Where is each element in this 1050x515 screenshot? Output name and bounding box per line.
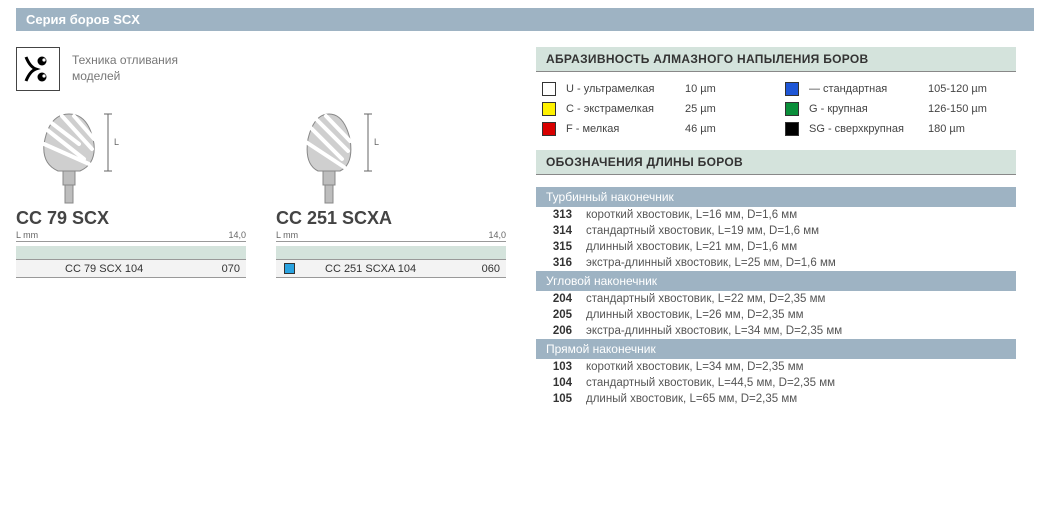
bur-illustration: L xyxy=(34,109,164,204)
product-code: CC 79 SCX 104 xyxy=(65,263,196,275)
lmm-label: L mm xyxy=(276,230,298,240)
lmm-value: 14,0 xyxy=(228,230,246,240)
abr-label: F - мелкая xyxy=(566,123,675,135)
abr-label: — стандартная xyxy=(809,83,918,95)
left-column: Техника отливания моделей L CC 79 SCX xyxy=(16,47,506,407)
length-row: 316 экстра-длинный хвостовик, L=25 мм, D=… xyxy=(536,255,1016,271)
abr-label: G - крупная xyxy=(809,103,918,115)
length-code: 316 xyxy=(542,257,572,269)
color-swatch xyxy=(542,122,556,136)
abrasiveness-item: — стандартная 105-120 µm xyxy=(785,82,1010,96)
length-desc: экстра-длинный хвостовик, L=25 мм, D=1,6… xyxy=(586,257,836,269)
lmm-label: L mm xyxy=(16,230,38,240)
color-swatch xyxy=(542,82,556,96)
product-card: L CC 251 SCXA L mm 14,0 CC 251 SCXA 104 … xyxy=(276,109,506,278)
length-groups: Турбинный наконечник 313 короткий хвостови… xyxy=(536,187,1016,407)
length-code: 105 xyxy=(542,393,572,405)
product-code: CC 251 SCXA 104 xyxy=(325,263,456,275)
length-code: 314 xyxy=(542,225,572,237)
product-header-strip xyxy=(16,246,246,260)
product-spec-row: CC 79 SCX 104 070 xyxy=(16,260,246,278)
length-code: 313 xyxy=(542,209,572,221)
lmm-value: 14,0 xyxy=(488,230,506,240)
length-row: 105 длиный хвостовик, L=65 мм, D=2,35 мм xyxy=(536,391,1016,407)
length-desc: длинный хвостовик, L=26 мм, D=2,35 мм xyxy=(586,309,804,321)
length-row: 104 стандартный хвостовик, L=44,5 мм, D=2… xyxy=(536,375,1016,391)
length-desc: стандартный хвостовик, L=22 мм, D=2,35 м… xyxy=(586,293,825,305)
length-row: 205 длинный хвостовик, L=26 мм, D=2,35 мм xyxy=(536,307,1016,323)
abr-value: 10 µm xyxy=(685,83,767,95)
abr-value: 105-120 µm xyxy=(928,83,1010,95)
product-name: CC 79 SCX xyxy=(16,208,246,229)
length-desc: длинный хвостовик, L=21 мм, D=1,6 мм xyxy=(586,241,797,253)
color-swatch xyxy=(785,82,799,96)
length-group-header: Турбинный наконечник xyxy=(536,187,1016,207)
technique-row: Техника отливания моделей xyxy=(16,47,506,91)
length-group-header: Угловой наконечник xyxy=(536,271,1016,291)
abr-value: 46 µm xyxy=(685,123,767,135)
length-desc: длиный хвостовик, L=65 мм, D=2,35 мм xyxy=(586,393,797,405)
length-group-header: Прямой наконечник xyxy=(536,339,1016,359)
length-code: 205 xyxy=(542,309,572,321)
length-row: 206 экстра-длинный хвостовик, L=34 мм, D=… xyxy=(536,323,1016,339)
abrasiveness-item: U - ультрамелкая 10 µm xyxy=(542,82,767,96)
color-swatch xyxy=(785,102,799,116)
length-row: 204 стандартный хвостовик, L=22 мм, D=2,3… xyxy=(536,291,1016,307)
products: L CC 79 SCX L mm 14,0 CC 79 SCX 104 070 xyxy=(16,109,506,278)
technique-icon xyxy=(16,47,60,91)
abrasiveness-item: C - экстрамелкая 25 µm xyxy=(542,102,767,116)
length-code: 206 xyxy=(542,325,572,337)
abr-value: 126-150 µm xyxy=(928,103,1010,115)
length-row: 103 короткий хвостовик, L=34 мм, D=2,35 м… xyxy=(536,359,1016,375)
abr-label: U - ультрамелкая xyxy=(566,83,675,95)
length-code: 103 xyxy=(542,361,572,373)
abrasiveness-item: SG - сверхкрупная 180 µm xyxy=(785,122,1010,136)
length-desc: экстра-длинный хвостовик, L=34 мм, D=2,3… xyxy=(586,325,842,337)
product-header-strip xyxy=(276,246,506,260)
page-title: Серия боров SCX xyxy=(16,8,1034,31)
length-code: 204 xyxy=(542,293,572,305)
product-spec-row: CC 251 SCXA 104 060 xyxy=(276,260,506,278)
length-row: 313 короткий хвостовик, L=16 мм, D=1,6 мм xyxy=(536,207,1016,223)
abr-label: SG - сверхкрупная xyxy=(809,123,918,135)
product-num: 070 xyxy=(196,263,246,275)
color-swatch xyxy=(284,263,295,274)
length-desc: стандартный хвостовик, L=44,5 мм, D=2,35… xyxy=(586,377,835,389)
abr-label: C - экстрамелкая xyxy=(566,103,675,115)
abrasiveness-item: G - крупная 126-150 µm xyxy=(785,102,1010,116)
product-card: L CC 79 SCX L mm 14,0 CC 79 SCX 104 070 xyxy=(16,109,246,278)
abrasiveness-header: АБРАЗИВНОСТЬ АЛМАЗНОГО НАПЫЛЕНИЯ БОРОВ xyxy=(536,47,1016,72)
abrasiveness-item: F - мелкая 46 µm xyxy=(542,122,767,136)
length-code: 104 xyxy=(542,377,572,389)
length-code: 315 xyxy=(542,241,572,253)
product-num: 060 xyxy=(456,263,506,275)
svg-text:L: L xyxy=(374,137,379,147)
svg-text:L: L xyxy=(114,137,119,147)
abrasiveness-grid: U - ультрамелкая 10 µm — стандартная 105-12… xyxy=(536,72,1016,150)
color-swatch xyxy=(542,102,556,116)
abr-value: 180 µm xyxy=(928,123,1010,135)
length-row: 315 длинный хвостовик, L=21 мм, D=1,6 мм xyxy=(536,239,1016,255)
length-desc: короткий хвостовик, L=34 мм, D=2,35 мм xyxy=(586,361,804,373)
length-desc: короткий хвостовик, L=16 мм, D=1,6 мм xyxy=(586,209,797,221)
length-desc: стандартный хвостовик, L=19 мм, D=1,6 мм xyxy=(586,225,819,237)
product-name: CC 251 SCXA xyxy=(276,208,506,229)
abr-value: 25 µm xyxy=(685,103,767,115)
lengths-header: ОБОЗНАЧЕНИЯ ДЛИНЫ БОРОВ xyxy=(536,150,1016,175)
technique-label: Техника отливания моделей xyxy=(72,53,178,84)
bur-illustration: L xyxy=(294,109,424,204)
color-swatch xyxy=(785,122,799,136)
length-row: 314 стандартный хвостовик, L=19 мм, D=1,6… xyxy=(536,223,1016,239)
right-column: АБРАЗИВНОСТЬ АЛМАЗНОГО НАПЫЛЕНИЯ БОРОВ U… xyxy=(536,47,1016,407)
